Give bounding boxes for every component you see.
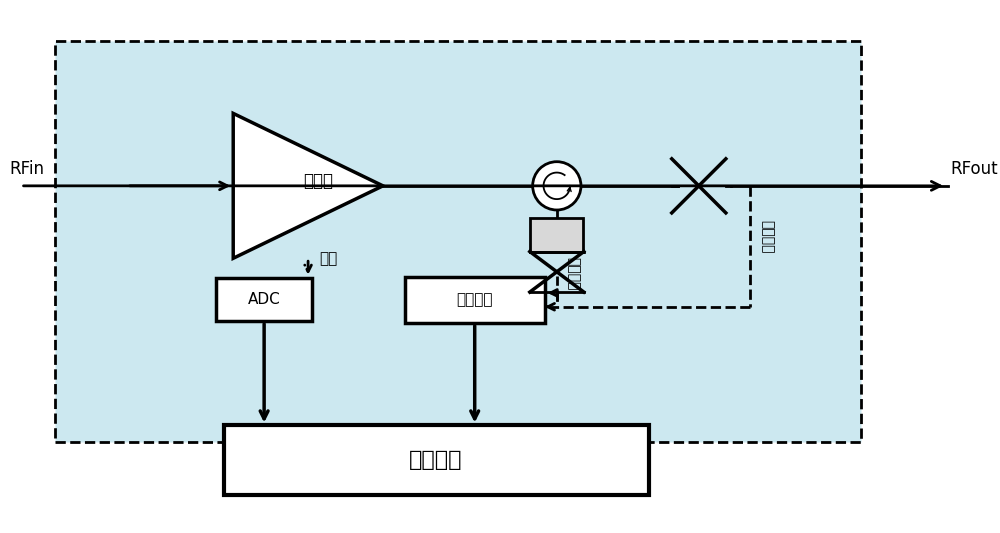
Text: 监控模块: 监控模块: [409, 450, 463, 470]
Polygon shape: [233, 114, 383, 259]
Circle shape: [533, 161, 581, 210]
Text: 输出功率: 输出功率: [760, 220, 774, 253]
Text: 反射功率: 反射功率: [566, 257, 580, 290]
Text: 温度: 温度: [320, 251, 338, 266]
Bar: [530, 217, 583, 252]
Bar: [224, 425, 649, 495]
Text: RFin: RFin: [9, 160, 44, 178]
Text: ADC: ADC: [248, 292, 281, 307]
Bar: [55, 41, 861, 442]
Bar: [216, 278, 312, 321]
Bar: [405, 277, 545, 323]
Text: 检波电压: 检波电压: [456, 292, 493, 308]
Text: RFout: RFout: [950, 160, 998, 178]
Text: 放大器: 放大器: [303, 172, 333, 190]
